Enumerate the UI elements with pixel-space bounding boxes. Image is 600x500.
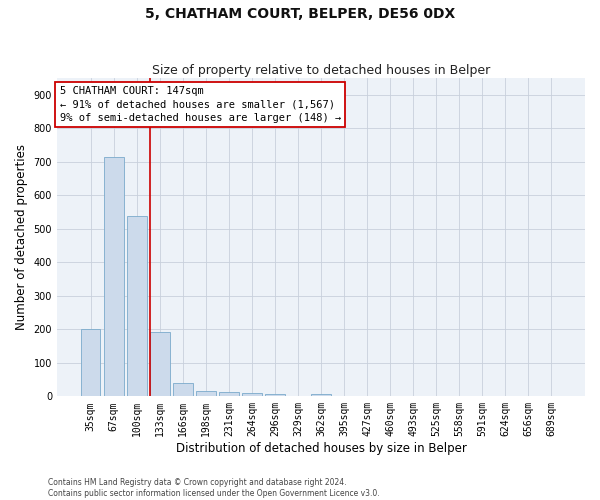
Text: 5 CHATHAM COURT: 147sqm
← 91% of detached houses are smaller (1,567)
9% of semi-: 5 CHATHAM COURT: 147sqm ← 91% of detache… xyxy=(59,86,341,122)
Bar xyxy=(150,332,170,396)
Bar xyxy=(196,390,215,396)
Bar xyxy=(104,157,124,396)
Text: 5, CHATHAM COURT, BELPER, DE56 0DX: 5, CHATHAM COURT, BELPER, DE56 0DX xyxy=(145,8,455,22)
Y-axis label: Number of detached properties: Number of detached properties xyxy=(15,144,28,330)
Bar xyxy=(311,394,331,396)
Bar xyxy=(265,394,284,396)
Bar xyxy=(219,392,239,396)
Bar xyxy=(173,383,193,396)
Bar xyxy=(127,216,146,396)
Bar xyxy=(242,392,262,396)
Text: Contains HM Land Registry data © Crown copyright and database right 2024.
Contai: Contains HM Land Registry data © Crown c… xyxy=(48,478,380,498)
X-axis label: Distribution of detached houses by size in Belper: Distribution of detached houses by size … xyxy=(176,442,466,455)
Title: Size of property relative to detached houses in Belper: Size of property relative to detached ho… xyxy=(152,64,490,77)
Bar xyxy=(81,330,100,396)
